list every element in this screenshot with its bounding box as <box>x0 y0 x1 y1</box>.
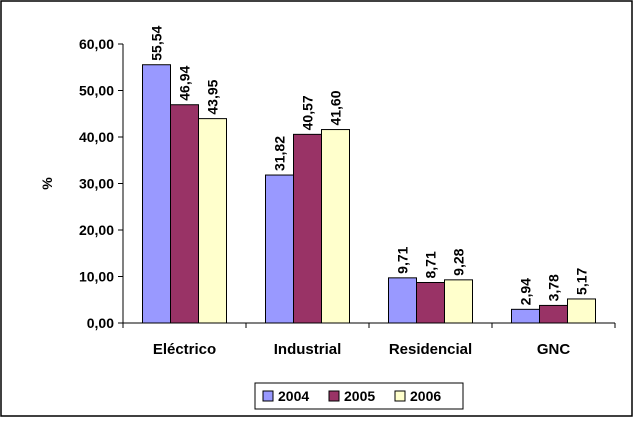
legend-label-2005: 2005 <box>344 388 375 404</box>
bar-2004-3 <box>511 308 540 324</box>
bar-2006-0 <box>198 118 227 324</box>
bar-2004-1 <box>265 174 294 324</box>
x-tick-label: Eléctrico <box>153 341 216 358</box>
bar-2005-3 <box>539 304 568 324</box>
data-label: 43,95 <box>205 79 221 114</box>
y-axis-title: % <box>39 177 55 190</box>
y-tick-label: 60,00 <box>79 36 114 52</box>
data-label: 46,94 <box>177 65 193 100</box>
x-tick-label: Residencial <box>389 341 472 358</box>
bar-2006-1 <box>321 129 350 324</box>
data-label: 9,71 <box>395 246 411 273</box>
data-label: 31,82 <box>272 136 288 171</box>
legend-box <box>254 382 464 410</box>
data-label: 55,54 <box>149 25 165 60</box>
data-label: 8,71 <box>423 251 439 278</box>
data-label: 41,60 <box>328 90 344 125</box>
bar-2006-2 <box>444 279 473 324</box>
bar-2005-2 <box>416 281 445 324</box>
data-label: 5,17 <box>574 267 590 294</box>
y-tick-label: 10,00 <box>79 269 114 285</box>
bar-2005-1 <box>293 133 322 324</box>
y-tick-label: 30,00 <box>79 176 114 192</box>
y-tick-label: 0,00 <box>87 315 114 331</box>
data-label: 2,94 <box>518 278 534 305</box>
legend-swatch-2006 <box>394 390 406 402</box>
bar-2005-0 <box>170 104 199 324</box>
legend-label-2006: 2006 <box>410 388 441 404</box>
y-tick-label: 20,00 <box>79 222 114 238</box>
data-label: 9,28 <box>451 248 467 275</box>
y-tick-label: 50,00 <box>79 83 114 99</box>
bar-2004-2 <box>388 277 417 324</box>
legend-swatch-2004 <box>262 390 274 402</box>
x-tick-label: Industrial <box>274 341 342 358</box>
legend-swatch-2005 <box>328 390 340 402</box>
bar-2006-3 <box>567 298 596 324</box>
legend-label-2004: 2004 <box>278 388 309 404</box>
y-tick-label: 40,00 <box>79 129 114 145</box>
data-label: 3,78 <box>546 274 562 301</box>
data-label: 40,57 <box>300 95 316 130</box>
x-tick-label: GNC <box>537 341 571 358</box>
bar-2004-0 <box>142 64 171 324</box>
